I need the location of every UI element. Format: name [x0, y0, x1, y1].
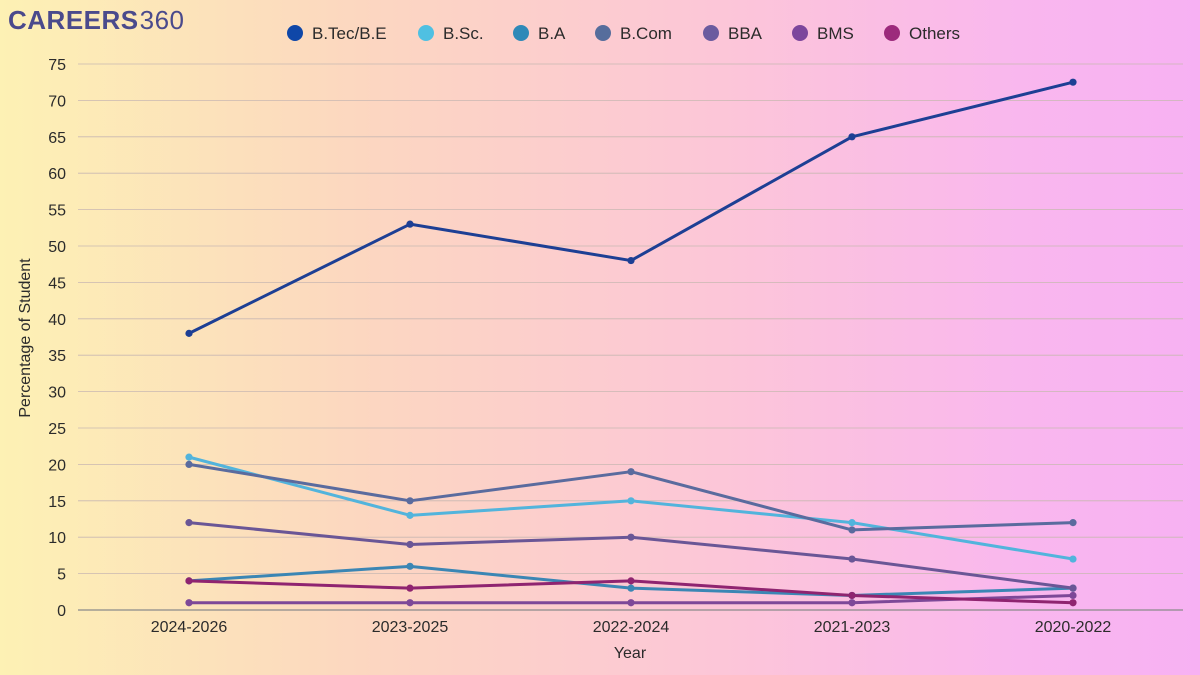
data-point [627, 256, 635, 265]
logo-word-360: 360 [139, 5, 185, 35]
data-point [848, 133, 856, 141]
legend-item-bba: BBA [703, 24, 763, 43]
y-tick-label: 20 [48, 457, 66, 474]
legend-marker [287, 25, 303, 41]
data-point [848, 519, 856, 527]
legend-label: Others [909, 24, 960, 43]
x-tick-label: 2024-2026 [151, 619, 228, 636]
y-tick-label: 25 [48, 421, 66, 438]
series-b-sc [185, 453, 1077, 563]
legend-marker [595, 25, 611, 41]
x-tick-label: 2022-2024 [593, 619, 670, 636]
legend-label: B.A [538, 24, 566, 43]
data-point [627, 584, 635, 592]
legend-marker [884, 25, 900, 41]
y-axis-ticks: 0 5 10 15 20 25 30 35 40 45 50 55 60 65 70 75 [48, 57, 66, 620]
x-tick-label: 2023-2025 [372, 619, 449, 636]
series-bms [185, 591, 1077, 607]
data-point [185, 329, 193, 337]
data-point [627, 533, 635, 541]
data-point [627, 468, 635, 476]
legend-label: B.Sc. [443, 24, 484, 43]
x-axis-ticks: 2024-2026 2023-2025 2022-2024 2021-2023 2020… [151, 619, 1112, 636]
data-point [185, 577, 193, 585]
y-tick-label: 55 [48, 203, 66, 220]
data-point [185, 453, 193, 461]
data-point [1069, 591, 1077, 600]
series-b-com [185, 460, 1077, 534]
y-tick-label: 60 [48, 166, 66, 183]
x-tick-label: 2020-2022 [1035, 619, 1112, 636]
data-point [627, 497, 635, 505]
y-tick-label: 45 [48, 275, 66, 292]
y-tick-label: 30 [48, 385, 66, 402]
careers360-logo: CAREERS360 [8, 4, 185, 36]
legend-marker [792, 25, 808, 41]
data-point [848, 591, 856, 600]
legend-label: B.Com [620, 24, 672, 43]
legend-item-b-com: B.Com [595, 24, 672, 43]
series-lines [185, 78, 1077, 607]
data-point [848, 599, 856, 607]
legend: B.Tec/B.E B.Sc. B.A B.Com BBA BMS Others [287, 24, 960, 43]
legend-label: B.Tec/B.E [312, 24, 387, 43]
legend-item-b-sc: B.Sc. [418, 24, 484, 43]
x-tick-label: 2021-2023 [814, 619, 891, 636]
data-point [406, 599, 414, 607]
series-line-b-tec-b-e [187, 80, 1075, 335]
x-axis-label: Year [614, 645, 647, 662]
y-tick-label: 50 [48, 239, 66, 256]
data-point [185, 519, 193, 527]
data-point [406, 511, 414, 519]
legend-item-b-a: B.A [513, 24, 566, 43]
data-point [1069, 584, 1077, 592]
y-tick-label: 15 [48, 494, 66, 511]
data-point [1069, 78, 1077, 86]
legend-item-b-tec-b-e: B.Tec/B.E [287, 24, 387, 43]
y-tick-label: 70 [48, 93, 66, 110]
data-point [848, 555, 856, 563]
y-tick-label: 0 [57, 603, 66, 620]
y-tick-label: 10 [48, 530, 66, 547]
data-point [1069, 599, 1077, 607]
gridlines [78, 63, 1183, 611]
data-point [185, 599, 193, 607]
data-point [406, 220, 414, 228]
legend-marker [513, 25, 529, 41]
legend-marker [703, 25, 719, 41]
series-b-tec-b-e [185, 78, 1077, 337]
data-point [1069, 555, 1077, 563]
data-point [627, 577, 635, 585]
y-axis-label: Percentage of Student [17, 258, 34, 418]
y-tick-label: 35 [48, 348, 66, 365]
data-point [848, 526, 856, 534]
data-point [1069, 519, 1077, 527]
series-others [185, 577, 1077, 607]
legend-item-bms: BMS [792, 24, 854, 43]
data-point [406, 497, 414, 505]
legend-item-others: Others [884, 24, 960, 43]
data-point [627, 599, 635, 607]
data-point [406, 540, 414, 549]
legend-label: BBA [728, 24, 763, 43]
legend-marker [418, 25, 434, 41]
data-point [185, 460, 193, 468]
data-point [406, 562, 414, 570]
y-tick-label: 75 [48, 57, 66, 74]
y-tick-label: 40 [48, 312, 66, 329]
logo-word-careers: CAREERS [8, 5, 139, 35]
y-tick-label: 65 [48, 130, 66, 147]
y-tick-label: 5 [57, 567, 66, 584]
legend-label: BMS [817, 24, 854, 43]
data-point [406, 584, 414, 592]
series-bba [185, 519, 1077, 592]
